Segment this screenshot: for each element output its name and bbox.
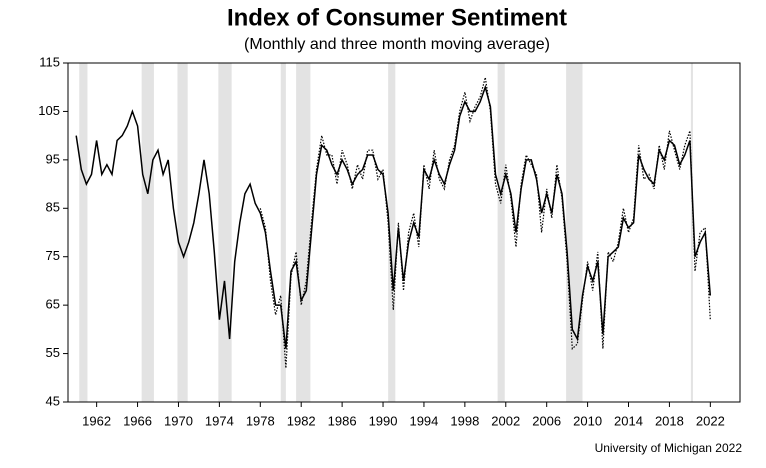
y-tick-label: 55	[46, 345, 60, 360]
x-tick-label: 1978	[246, 413, 275, 428]
x-tick-label: 2006	[532, 413, 561, 428]
recession-band	[141, 63, 154, 402]
x-tick-label: 2010	[573, 413, 602, 428]
y-tick-label: 105	[38, 103, 60, 118]
recession-band	[296, 63, 311, 402]
plot-frame	[67, 62, 741, 403]
recession-band	[388, 63, 396, 402]
recession-band	[218, 63, 232, 402]
recession-band	[690, 63, 693, 402]
y-tick-label: 65	[46, 297, 60, 312]
x-tick-label: 1998	[450, 413, 479, 428]
y-tick-label: 45	[46, 393, 60, 408]
x-tick-label: 2018	[655, 413, 684, 428]
x-tick-label: 1990	[369, 413, 398, 428]
y-tick-label: 95	[46, 151, 60, 166]
x-tick-label: 1962	[82, 413, 111, 428]
y-tick-label: 115	[39, 54, 60, 69]
recession-band	[280, 63, 286, 402]
x-tick-label: 2014	[614, 413, 643, 428]
recession-band	[177, 63, 188, 402]
recession-band	[566, 63, 583, 402]
x-tick-label: 1994	[409, 413, 438, 428]
series-line	[259, 77, 711, 369]
y-tick-label: 75	[46, 248, 60, 263]
recession-band	[497, 63, 505, 402]
source-note: University of Michigan 2022	[595, 441, 743, 455]
chart-subtitle: (Monthly and three month moving average)	[244, 36, 550, 53]
x-tick-label: 1966	[123, 413, 152, 428]
series-line	[75, 84, 712, 349]
x-tick-label: 1974	[205, 413, 234, 428]
x-tick-label: 1982	[287, 413, 316, 428]
x-tick-label: 1986	[328, 413, 357, 428]
x-tick-label: 2002	[491, 413, 520, 428]
x-tick-label: 2022	[696, 413, 725, 428]
chart-title: Index of Consumer Sentiment	[227, 4, 567, 31]
y-tick-label: 85	[46, 200, 60, 215]
x-tick-label: 1970	[164, 413, 193, 428]
recession-band	[79, 63, 88, 402]
